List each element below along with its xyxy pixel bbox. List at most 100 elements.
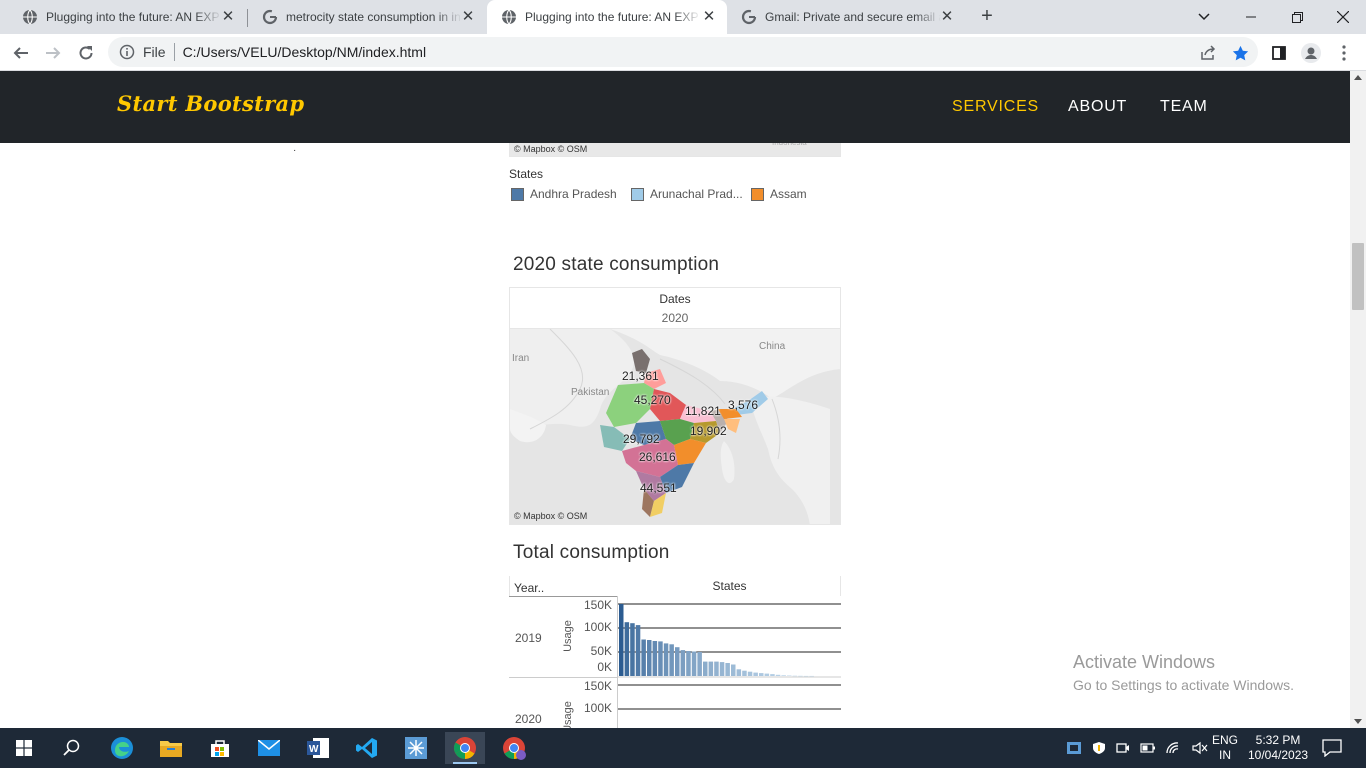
- tab-4[interactable]: Gmail: Private and secure email a ✕: [727, 0, 965, 34]
- restore-icon[interactable]: [1274, 0, 1320, 34]
- scroll-down-arrow-icon[interactable]: [1354, 719, 1362, 724]
- profile-avatar-icon[interactable]: [1298, 40, 1324, 66]
- map-credit: © Mapbox © OSM: [514, 511, 588, 521]
- bar-2019[interactable]: [792, 675, 798, 677]
- back-arrow-icon[interactable]: [8, 40, 34, 66]
- y-tick: 150K: [583, 598, 612, 612]
- bar-2019[interactable]: [663, 643, 669, 676]
- network-drive-icon[interactable]: [1066, 740, 1082, 756]
- bar-2019[interactable]: [731, 664, 736, 677]
- reload-icon[interactable]: [73, 40, 99, 66]
- meet-now-icon[interactable]: [1116, 741, 1130, 755]
- close-tab-icon[interactable]: ✕: [702, 8, 716, 25]
- bar-2019[interactable]: [686, 651, 691, 676]
- chrome-profile-icon[interactable]: [494, 732, 534, 764]
- globe-icon: [502, 9, 516, 25]
- tab-title: Gmail: Private and secure email a: [765, 10, 941, 24]
- close-tab-icon[interactable]: ✕: [221, 8, 235, 25]
- windows-start-icon[interactable]: [4, 732, 44, 764]
- store-icon[interactable]: [200, 732, 240, 764]
- nav-services[interactable]: SERVICES: [952, 98, 1040, 115]
- address-bar[interactable]: File C:/Users/VELU/Desktop/NM/index.html: [108, 37, 1258, 67]
- site-brand[interactable]: Start Bootstrap: [117, 91, 305, 116]
- battery-icon[interactable]: [1140, 742, 1156, 754]
- language-indicator[interactable]: ENG IN: [1212, 728, 1238, 768]
- notification-center-icon[interactable]: [1322, 728, 1342, 768]
- new-tab-button[interactable]: +: [981, 5, 993, 27]
- bar-2019[interactable]: [787, 675, 792, 677]
- menu-kebab-icon[interactable]: [1331, 40, 1357, 66]
- bar-2019[interactable]: [719, 662, 725, 676]
- bar-2019[interactable]: [691, 651, 697, 677]
- bar-2019[interactable]: [697, 652, 702, 676]
- bar-2019[interactable]: [619, 604, 624, 676]
- bar-2019[interactable]: [781, 675, 786, 676]
- tab-2[interactable]: metrocity state consumption in in ✕: [248, 0, 486, 34]
- page-scrollbar[interactable]: [1350, 71, 1366, 728]
- bar-2019[interactable]: [630, 623, 635, 676]
- state-map-2020[interactable]: Iran China Pakistan 21,361 45,270 11,821…: [509, 328, 841, 525]
- bar-2019[interactable]: [658, 641, 663, 676]
- legend-item[interactable]: Andhra Pradesh: [511, 187, 617, 201]
- bar-2019[interactable]: [652, 641, 658, 676]
- word-icon[interactable]: W: [298, 732, 338, 764]
- bar-2019[interactable]: [680, 650, 686, 676]
- bar-2019[interactable]: [803, 675, 809, 677]
- side-panel-icon[interactable]: [1266, 40, 1292, 66]
- bar-2019[interactable]: [725, 663, 730, 676]
- scrollbar-thumb[interactable]: [1352, 243, 1364, 310]
- bar-2019[interactable]: [736, 669, 742, 676]
- vscode-icon[interactable]: [347, 732, 387, 764]
- bar-2019[interactable]: [703, 661, 708, 676]
- search-icon[interactable]: [52, 732, 92, 764]
- bar-2019[interactable]: [742, 670, 747, 676]
- volume-muted-icon[interactable]: [1192, 741, 1208, 755]
- clock-date: 10/04/2023: [1248, 748, 1309, 762]
- bar-2019[interactable]: [753, 672, 758, 676]
- tab-search-icon[interactable]: [1181, 0, 1227, 34]
- scroll-up-arrow-icon[interactable]: [1354, 75, 1362, 80]
- bar-2019[interactable]: [647, 640, 652, 676]
- mail-icon[interactable]: [249, 732, 289, 764]
- nav-about[interactable]: ABOUT: [1068, 98, 1128, 115]
- edge-browser-icon[interactable]: [102, 732, 142, 764]
- bar-2019[interactable]: [714, 661, 719, 676]
- bar-2019[interactable]: [775, 674, 781, 676]
- bookmark-star-icon[interactable]: [1227, 40, 1253, 66]
- share-icon[interactable]: [1195, 40, 1221, 66]
- bar-2019[interactable]: [624, 622, 630, 676]
- column-header: States: [712, 579, 747, 593]
- bar-2019[interactable]: [747, 671, 753, 676]
- close-tab-icon[interactable]: ✕: [461, 8, 475, 25]
- file-explorer-icon[interactable]: [151, 732, 191, 764]
- snowflake-app-icon[interactable]: [396, 732, 436, 764]
- bar-2019[interactable]: [635, 625, 641, 676]
- minimize-icon[interactable]: [1228, 0, 1274, 34]
- bar-2019[interactable]: [764, 673, 770, 676]
- bar-2019[interactable]: [770, 674, 775, 676]
- total-consumption-chart[interactable]: Year.. States 2019 2020 Usage Usage 150K…: [509, 576, 841, 728]
- legend-item[interactable]: Assam: [751, 187, 807, 201]
- legend-item[interactable]: Arunachal Prad...: [631, 187, 743, 201]
- bar-2019[interactable]: [759, 673, 764, 676]
- bar-2019[interactable]: [708, 661, 714, 676]
- bar-2019[interactable]: [798, 675, 803, 677]
- dates-filter[interactable]: Dates 2020: [509, 287, 841, 328]
- wifi-icon[interactable]: [1166, 741, 1182, 755]
- clock[interactable]: 5:32 PM 10/04/2023: [1248, 728, 1308, 768]
- chrome-icon[interactable]: [445, 732, 485, 764]
- info-icon[interactable]: [119, 44, 135, 60]
- forward-arrow-icon[interactable]: [40, 40, 66, 66]
- close-window-icon[interactable]: [1320, 0, 1366, 34]
- bar-2019[interactable]: [641, 639, 646, 677]
- language-code: ENG: [1212, 733, 1239, 747]
- legend-title: States: [509, 167, 544, 181]
- tab-1[interactable]: Plugging into the future: AN EXP ✕: [8, 0, 246, 34]
- bar-2019[interactable]: [669, 644, 674, 676]
- security-shield-icon[interactable]: [1092, 741, 1106, 755]
- nav-team[interactable]: TEAM: [1160, 98, 1208, 115]
- bar-2019[interactable]: [809, 675, 814, 677]
- bar-2019[interactable]: [675, 647, 680, 676]
- close-tab-icon[interactable]: ✕: [940, 8, 954, 25]
- tab-3-active[interactable]: Plugging into the future: AN EXP ✕: [487, 0, 727, 34]
